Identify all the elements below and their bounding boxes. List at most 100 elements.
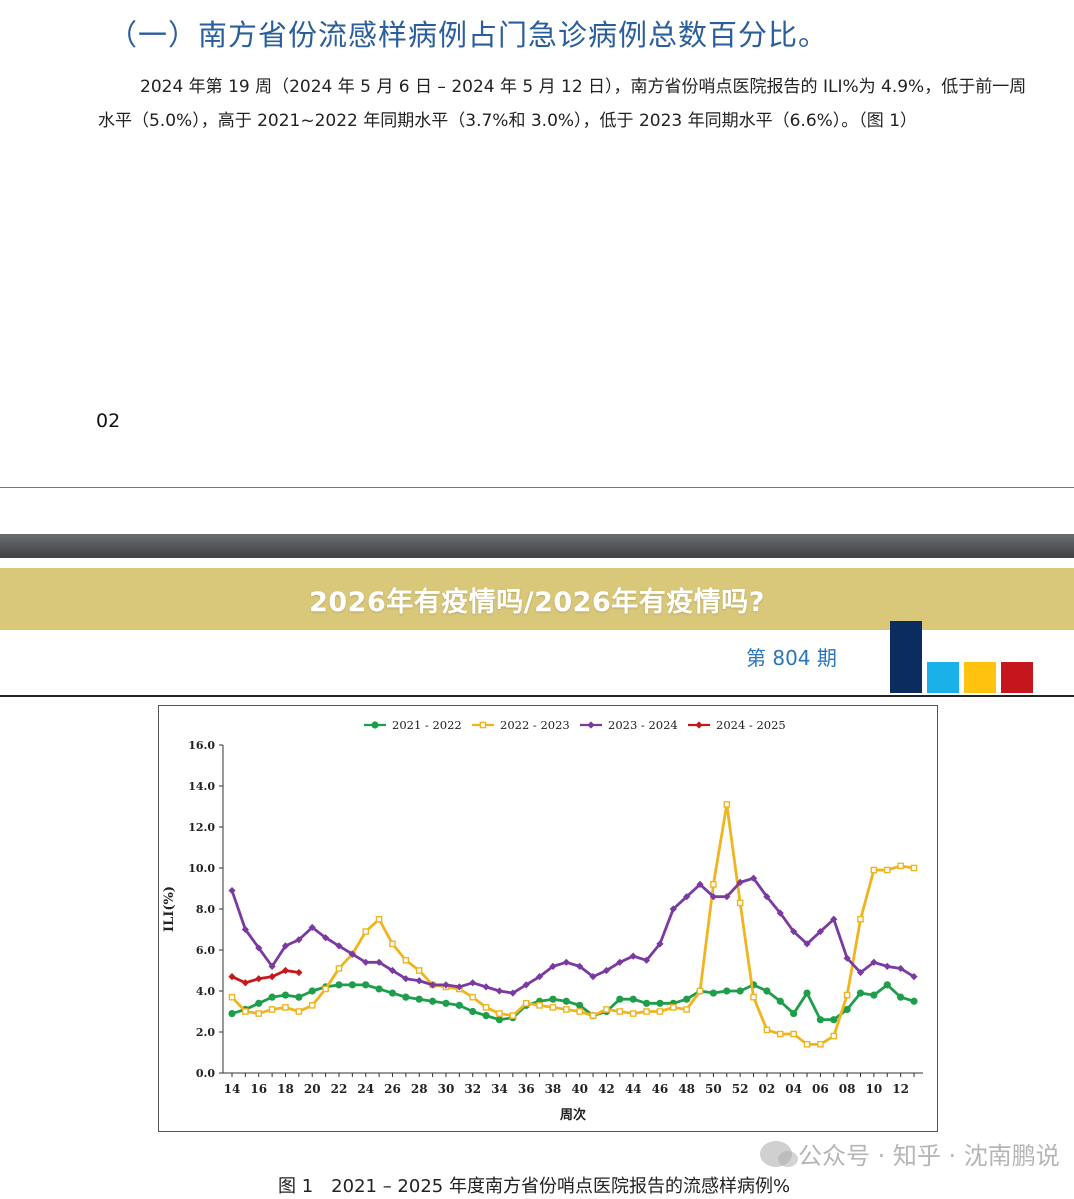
- series-line: [230, 803, 915, 1046]
- data-point: [830, 1032, 838, 1040]
- y-tick-label: 10.0: [188, 862, 215, 875]
- data-point: [816, 1016, 824, 1024]
- x-tick-label: 34: [491, 1082, 508, 1096]
- legend-item: 2022 - 2023: [472, 718, 570, 732]
- series-line: [231, 969, 300, 985]
- x-tick-label: 42: [598, 1082, 615, 1096]
- data-point: [402, 993, 410, 1001]
- data-point: [415, 995, 423, 1003]
- data-point: [549, 962, 557, 970]
- data-point: [870, 958, 878, 966]
- x-tick-label: 12: [892, 1082, 909, 1096]
- data-point: [736, 899, 744, 907]
- data-point: [683, 995, 691, 1003]
- data-point: [415, 967, 423, 974]
- data-point: [479, 721, 487, 729]
- data-point: [228, 886, 236, 895]
- watermark: 公众号 · 知乎 · 沈南鹏说: [760, 1136, 1060, 1171]
- data-point: [535, 973, 544, 981]
- data-point: [776, 1030, 784, 1038]
- x-tick-label: 40: [571, 1082, 588, 1096]
- wechat-icon: [760, 1140, 798, 1167]
- data-point: [482, 1012, 490, 1020]
- data-point: [295, 936, 303, 944]
- legend-label: 2023 - 2024: [608, 718, 678, 732]
- data-point: [736, 987, 744, 995]
- data-point: [295, 1008, 303, 1015]
- data-point: [723, 801, 731, 808]
- data-point: [656, 940, 664, 948]
- data-point: [817, 1041, 824, 1048]
- x-tick-label: 28: [411, 1082, 428, 1096]
- watermark-text: 公众号 · 知乎 · 沈南鹏说: [798, 1142, 1060, 1170]
- data-point: [549, 1004, 557, 1011]
- data-point: [562, 997, 570, 1005]
- data-point: [749, 874, 758, 882]
- data-point: [830, 1016, 838, 1024]
- data-point: [509, 989, 517, 997]
- data-point: [228, 973, 236, 981]
- data-point: [910, 997, 918, 1005]
- page-number: 02: [96, 410, 121, 432]
- x-tick-label: 30: [438, 1082, 455, 1096]
- x-tick-label: 14: [224, 1082, 241, 1096]
- legend-label: 2024 - 2025: [716, 718, 786, 732]
- data-point: [629, 995, 637, 1003]
- data-point: [696, 987, 704, 995]
- series-line: [230, 876, 915, 995]
- data-point: [669, 1004, 677, 1011]
- data-point: [402, 975, 410, 983]
- data-point: [268, 973, 276, 981]
- data-point: [495, 987, 504, 995]
- brand-block-yellow: [964, 662, 996, 693]
- series-2022-2023: [228, 801, 918, 1048]
- data-point: [295, 993, 303, 1001]
- data-point: [536, 1002, 543, 1009]
- data-point: [509, 1012, 517, 1019]
- data-point: [522, 1000, 530, 1007]
- series-2021-2022: [228, 981, 918, 1024]
- y-tick-label: 0.0: [196, 1067, 215, 1080]
- data-point: [428, 997, 437, 1005]
- data-point: [589, 1012, 597, 1019]
- data-point: [883, 866, 891, 874]
- data-point: [603, 1006, 610, 1013]
- data-point: [241, 979, 249, 987]
- x-tick-label: 44: [625, 1082, 642, 1096]
- section-heading: （一）南方省份流感样病例占门急诊病例总数百分比。: [108, 18, 829, 52]
- data-point: [228, 993, 236, 1001]
- series-2023-2024: [228, 874, 918, 997]
- data-point: [255, 999, 263, 1007]
- data-point: [268, 993, 276, 1001]
- chart-axes: 0.0 2.0 4.0 6.0 8.0 10.0 12.0 14.0 16.0 14 16 18 20 2…: [162, 739, 923, 1123]
- x-tick-label: 32: [464, 1082, 481, 1096]
- data-point: [308, 1002, 316, 1009]
- data-point: [683, 1006, 690, 1013]
- chart-plot-area: [228, 801, 918, 1048]
- data-point: [308, 987, 316, 995]
- x-tick-label: 46: [652, 1082, 669, 1096]
- y-tick-label: 4.0: [196, 985, 215, 998]
- data-point: [241, 925, 249, 934]
- legend-item: 2021 - 2022: [364, 718, 462, 732]
- data-point: [388, 966, 397, 975]
- data-point: [763, 987, 771, 995]
- data-point: [883, 981, 891, 989]
- data-point: [602, 966, 611, 975]
- data-point: [710, 881, 717, 888]
- data-point: [469, 993, 477, 1001]
- header-rule: [0, 695, 1074, 697]
- data-point: [281, 991, 290, 999]
- data-point: [482, 983, 490, 991]
- y-tick-label: 2.0: [196, 1026, 215, 1039]
- data-point: [870, 866, 878, 874]
- data-point: [388, 989, 397, 997]
- data-point: [455, 1001, 463, 1009]
- data-point: [496, 1010, 503, 1017]
- issue-label: 第 804 期: [746, 646, 837, 670]
- data-point: [803, 1041, 811, 1048]
- overlay-title-banner: 2026年有疫情吗/2026年有疫情吗?: [0, 568, 1074, 630]
- data-point: [469, 979, 477, 987]
- x-tick-label: 02: [759, 1082, 776, 1096]
- paragraph-text: 2024 年第 19 周（2024 年 5 月 6 日 – 2024 年 5 月…: [98, 77, 1027, 131]
